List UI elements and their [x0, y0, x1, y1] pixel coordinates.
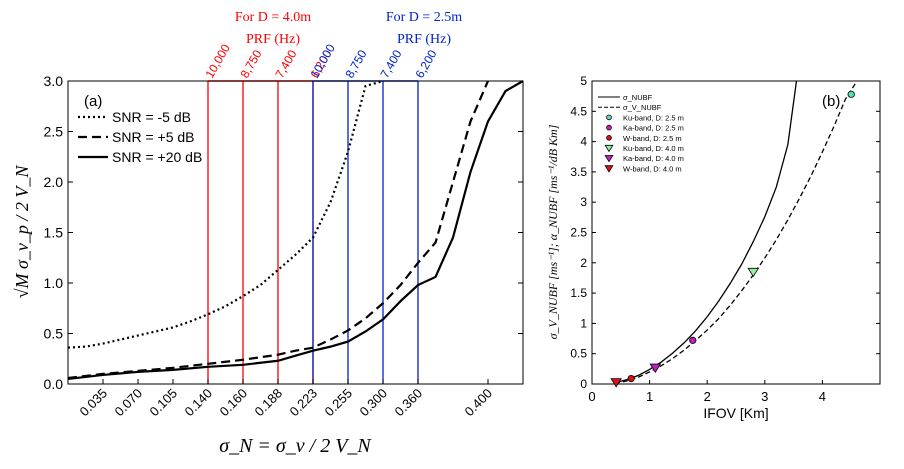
legend-label: σ_V_NUBF: [623, 103, 662, 112]
y-tick-label: 4: [580, 135, 587, 149]
y-tick-label: 1.0: [44, 275, 64, 291]
prf-label: 10,000: [307, 41, 338, 80]
x-tick-label: 0.255: [322, 386, 356, 420]
legend-marker: [604, 144, 614, 153]
y-tick-label: 1.5: [44, 225, 64, 241]
y-tick-label: 2.5: [570, 226, 587, 240]
x-axis-label-b: IFOV [Km]: [703, 405, 768, 421]
data-point: [610, 378, 623, 388]
y-tick-label: 0.5: [44, 326, 64, 342]
legend-label: Ku-band, D: 2.5 m: [623, 113, 684, 122]
legend-marker: [604, 165, 614, 173]
y-tick-label: 2: [580, 256, 587, 270]
series-line: [614, 80, 798, 384]
prf-group-unit: PRF (Hz): [397, 32, 451, 47]
x-tick-label: 0.105: [147, 386, 181, 420]
x-tick-label: 0.140: [182, 386, 216, 420]
prf-label: 7,400: [272, 47, 299, 80]
legend-label: SNR = +20 dB: [112, 149, 202, 165]
x-tick-label: 0.360: [392, 386, 426, 420]
y-tick-label: 3.5: [570, 165, 587, 179]
prf-group-title: For D = 4.0m: [235, 10, 311, 25]
prf-label: 10,000: [202, 41, 233, 80]
legend-label: Ka-band, D: 4.0 m: [623, 154, 684, 163]
prf-group-unit: PRF (Hz): [246, 32, 300, 47]
x-tick-label: 2: [704, 389, 711, 404]
series-line: [67, 80, 524, 381]
panel-label-b: (b): [822, 93, 840, 110]
x-tick-label: 0.188: [252, 386, 286, 420]
y-tick-label: 2.5: [44, 124, 64, 140]
y-tick-label: 0.5: [570, 347, 587, 361]
legend-label: W-band, D: 4.0 m: [623, 164, 682, 173]
y-tick-label: 5: [580, 74, 587, 88]
prf-group-title: For D = 2.5m: [386, 10, 462, 25]
prf-label: 6,200: [412, 47, 439, 80]
legend-label: SNR = +5 dB: [112, 129, 195, 145]
x-tick-label: 1: [646, 389, 653, 404]
data-point: [649, 363, 662, 374]
x-tick-label: 0.160: [217, 386, 251, 420]
y-axis-label-a: √M σ_v_p / 2 V_N: [12, 165, 32, 299]
x-tick-label: 0: [588, 389, 595, 404]
legend-marker: [606, 124, 612, 131]
prf-label: 7,400: [377, 47, 404, 80]
y-axis-label-b: σ_V_NUBF [ms⁻¹]; α_NUBF [ms⁻¹/dB Km]: [546, 124, 560, 339]
y-tick-label: 3.0: [44, 73, 64, 89]
x-tick-label: 4: [819, 389, 826, 404]
x-tick-label: 0.035: [77, 386, 111, 420]
y-tick-label: 0.0: [44, 376, 64, 392]
y-tick-label: 1: [580, 316, 587, 330]
legend-label: W-band, D: 2.5 m: [623, 134, 682, 143]
x-axis-label-a: σ_N = σ_v / 2 V_N: [219, 435, 372, 457]
x-tick-label: 0.070: [112, 386, 146, 420]
legend-marker: [606, 135, 612, 141]
legend-marker: [604, 155, 614, 163]
x-tick-label: 3: [761, 389, 768, 404]
legend-label: Ka-band, D: 2.5 m: [623, 124, 684, 133]
x-tick-label: 0.400: [462, 386, 496, 420]
x-tick-label: 0.300: [357, 386, 391, 420]
y-tick-label: 1.5: [570, 286, 587, 300]
data-point: [747, 267, 760, 278]
legend-marker: [606, 114, 612, 121]
legend-label: Ku-band, D: 4.0 m: [623, 144, 684, 153]
y-tick-label: 0: [580, 377, 587, 391]
y-tick-label: 2.0: [44, 174, 64, 190]
series-line: [67, 80, 490, 380]
y-tick-label: 3: [580, 195, 587, 209]
prf-label: 8,750: [237, 47, 264, 80]
legend-label: SNR = -5 dB: [112, 109, 191, 125]
data-point: [847, 90, 855, 98]
y-tick-label: 4.5: [570, 104, 587, 118]
data-point: [689, 336, 697, 344]
prf-label: 8,750: [342, 47, 369, 80]
data-point: [627, 374, 635, 383]
x-tick-label: 0.223: [287, 386, 321, 420]
panel-label-a: (a): [84, 93, 102, 110]
legend-label: σ_NUBF: [623, 93, 653, 102]
